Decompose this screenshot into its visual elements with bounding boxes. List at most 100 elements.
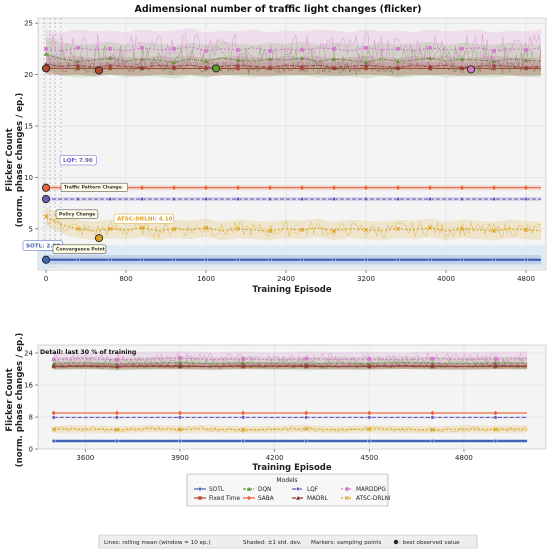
data-point [235, 226, 241, 232]
data-point [115, 358, 119, 362]
data-point [268, 257, 273, 262]
legend-label: DQN [258, 487, 271, 493]
data-point [492, 49, 496, 53]
series-std-band [46, 37, 541, 79]
data-point [171, 185, 177, 191]
data-point [114, 415, 119, 420]
legend-entry: DQN [243, 486, 271, 493]
x-tick-label: 3900 [171, 454, 189, 462]
legend-label: SOTL [209, 487, 225, 493]
data-point [235, 197, 240, 202]
y-tick-label: 8 [29, 414, 33, 422]
data-point [241, 415, 246, 420]
convergence-band [38, 245, 546, 268]
series-std-band [46, 28, 541, 70]
data-point [395, 226, 401, 232]
data-point [172, 47, 176, 51]
data-point [177, 415, 182, 420]
data-point [139, 197, 144, 202]
data-point [43, 51, 49, 56]
best-value-marker [94, 234, 104, 243]
data-point [430, 415, 435, 420]
data-point [43, 214, 49, 219]
data-point [491, 185, 497, 191]
annotation-label: LQF: 7.90 [63, 158, 93, 164]
data-point [299, 64, 305, 69]
data-point [172, 66, 176, 71]
data-point [235, 185, 241, 191]
data-point [523, 65, 529, 70]
series-line [53, 364, 528, 367]
data-point [171, 64, 177, 69]
data-point [493, 357, 498, 361]
data-point [367, 363, 372, 368]
data-point [430, 427, 435, 432]
legend-entry: LQF [292, 487, 318, 493]
data-point [299, 55, 305, 60]
data-point [300, 66, 304, 71]
top-chart-xlabel: Training Episode [252, 285, 332, 295]
data-point [395, 65, 401, 70]
data-point [396, 257, 401, 262]
data-point [430, 363, 435, 368]
data-point [395, 185, 401, 191]
data-point [171, 59, 177, 65]
data-point [364, 257, 369, 262]
y-tick-label: 5 [29, 225, 33, 233]
data-point [171, 257, 176, 262]
data-point [44, 47, 48, 51]
data-point [493, 427, 498, 432]
data-point [430, 410, 435, 416]
data-point [268, 49, 272, 53]
data-point [299, 227, 305, 233]
series-line [45, 53, 542, 63]
data-point [367, 357, 372, 361]
best-value-marker [41, 183, 51, 192]
x-tick-label: 2400 [277, 275, 295, 283]
svg-text:(norm. phase changes / ep.): (norm. phase changes / ep.) [15, 93, 25, 228]
data-point [107, 197, 112, 202]
data-point [177, 363, 183, 368]
legend-swatch-marker [246, 486, 252, 491]
legend-swatch-marker [345, 487, 349, 491]
data-point [114, 363, 120, 368]
annotation-label: Traffic Pattern Change [64, 185, 122, 191]
x-tick-label: 4000 [437, 275, 455, 283]
legend-entry: ATSC-DRLNI [341, 495, 391, 502]
data-point [524, 257, 529, 262]
data-point [492, 66, 496, 71]
data-point [240, 360, 246, 365]
data-point [139, 185, 145, 191]
footer-note: Lines: rolling mean (window = 10 ep.) Sh… [98, 534, 478, 549]
data-point [300, 257, 305, 262]
legend-swatch-marker [198, 487, 202, 491]
data-point [460, 197, 465, 202]
data-point [363, 59, 369, 65]
data-point [299, 185, 305, 191]
legend-swatch-marker [344, 495, 350, 501]
data-point [114, 410, 120, 416]
data-point [428, 197, 433, 202]
data-point [114, 439, 119, 444]
annotation-label: ATSC-DRLNI: 4.10 [117, 217, 173, 223]
data-point [493, 410, 498, 416]
data-point [235, 62, 241, 68]
data-point [51, 357, 56, 362]
series-line [53, 362, 528, 365]
svg-text:(norm. phase changes / ep.): (norm. phase changes / ep.) [15, 333, 25, 468]
data-point [241, 439, 246, 444]
series-line [45, 63, 542, 68]
series-line [53, 428, 528, 431]
data-point [493, 363, 498, 368]
y-tick-label: 15 [24, 123, 33, 131]
series-raw-trace [45, 59, 542, 75]
footer-markers-note: Markers: sampling points [311, 540, 382, 546]
data-point [171, 197, 176, 202]
annotation-box [60, 182, 128, 192]
legend-entry: SOTL [194, 487, 225, 493]
annotation-box [113, 213, 175, 224]
data-point [300, 48, 304, 52]
data-point [51, 427, 56, 432]
data-point [364, 197, 369, 202]
data-point [367, 426, 372, 432]
